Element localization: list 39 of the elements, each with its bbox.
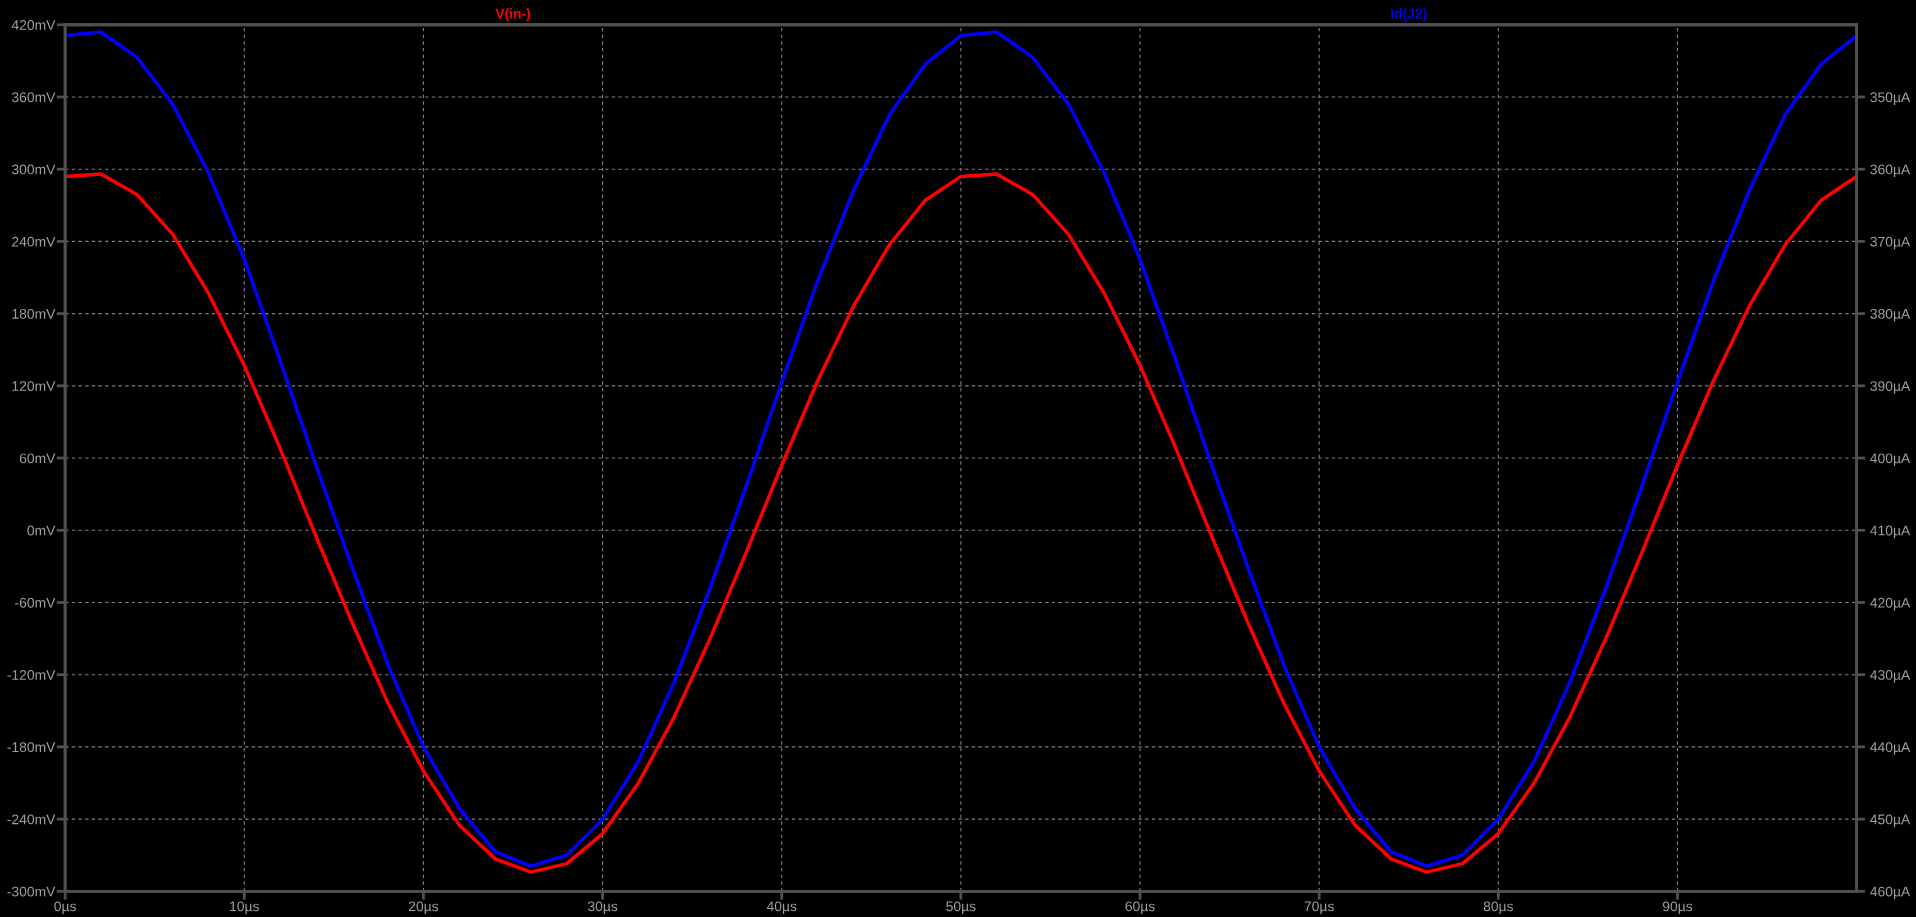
y2-tick-label: 420µA xyxy=(1870,597,1911,611)
line-series xyxy=(65,30,1857,868)
y2-tick-label: 380µA xyxy=(1870,308,1911,322)
y-tick-label: 240mV xyxy=(12,236,56,247)
y-tick-label: -300mV xyxy=(7,886,56,897)
y2-tick-label: 350µA xyxy=(1870,92,1911,105)
y-tick-label: 120mV xyxy=(12,381,56,391)
y2-tick-label: 370µA xyxy=(1870,236,1911,250)
y-tick-label: 360mV xyxy=(11,92,56,103)
y2-tick-label: 460µA xyxy=(1870,886,1911,900)
x-tick-label: 40µs xyxy=(766,901,797,914)
x-tick-label: 30µs xyxy=(587,901,618,914)
x-tick-label: 70µs xyxy=(1304,901,1334,914)
y2-tick-label: 450µA xyxy=(1870,814,1911,828)
x-tick-label: 90µs xyxy=(1662,901,1693,914)
y2-tick-label: 410µA xyxy=(1870,525,1911,539)
y-tick-label: 300mV xyxy=(11,164,56,175)
x-tick-label: 10µs xyxy=(230,901,259,914)
y-tick-label: -180mV xyxy=(7,742,56,753)
y-tick-label: -60mV xyxy=(15,597,56,608)
y-tick-label: -240mV xyxy=(7,814,56,825)
y2-tick-label: 390µA xyxy=(1870,381,1911,394)
y-tick-label: 0mV xyxy=(27,525,56,536)
y-tick-label: 420mV xyxy=(11,20,56,30)
x-tick-label: 0µs xyxy=(54,901,76,914)
x-tick-label: 60µs xyxy=(1125,901,1155,914)
x-tick-label: 80µs xyxy=(1483,901,1514,914)
y2-tick-label: 400µA xyxy=(1870,453,1911,466)
y2-tick-label: 360µA xyxy=(1870,164,1911,178)
y2-tick-label: 440µA xyxy=(1870,742,1911,755)
y2-tick-label: 430µA xyxy=(1870,670,1911,683)
x-tick-label: 20µs xyxy=(408,901,439,914)
line-series xyxy=(65,172,1857,874)
text: V(in-) xyxy=(495,8,531,22)
y-tick-label: 60mV xyxy=(19,453,56,464)
x-tick-label: 50µs xyxy=(946,901,976,914)
y-tick-label: -120mV xyxy=(7,670,56,680)
y-tick-label: 180mV xyxy=(12,308,56,319)
text: Id(J2) xyxy=(1391,8,1427,22)
